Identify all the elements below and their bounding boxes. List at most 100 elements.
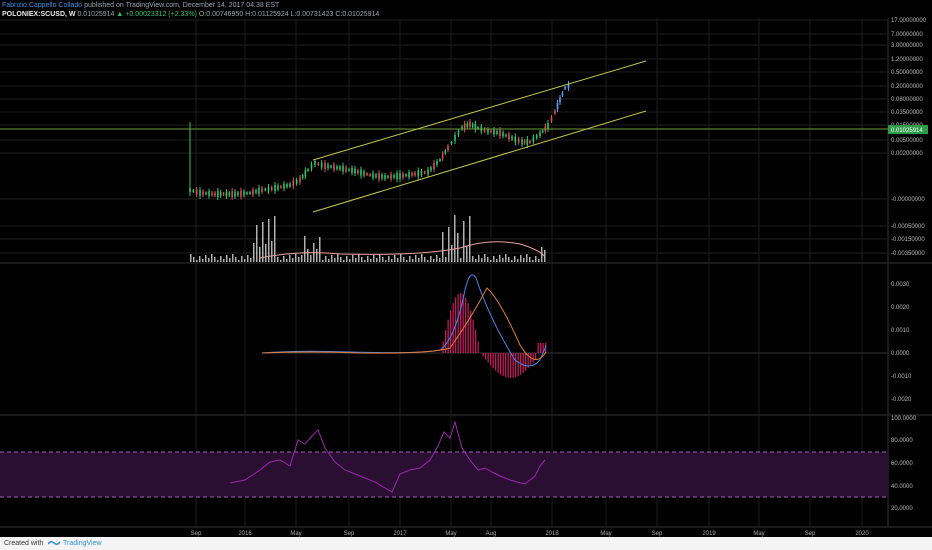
volume-bar bbox=[535, 256, 537, 262]
price-candle bbox=[471, 123, 474, 127]
rsi-tick-label: 20.0000 bbox=[891, 506, 913, 512]
price-candle bbox=[493, 129, 495, 135]
macd-tick-label: 0.0030 bbox=[891, 282, 910, 288]
volume-bar bbox=[211, 254, 213, 262]
price-candle bbox=[214, 192, 216, 196]
volume-bar bbox=[406, 260, 408, 262]
macd-histogram-bar bbox=[527, 353, 529, 369]
price-candle bbox=[208, 191, 210, 197]
price-candle bbox=[222, 193, 225, 195]
price-candle bbox=[483, 128, 486, 132]
price-candle bbox=[469, 121, 471, 127]
price-candle bbox=[423, 171, 426, 174]
volume-bar bbox=[229, 258, 231, 262]
volume-bar bbox=[301, 255, 303, 262]
volume-bar bbox=[253, 243, 255, 262]
volume-bar bbox=[352, 255, 354, 262]
price-tick-label: 0.00200000 bbox=[891, 151, 923, 157]
volume-bar bbox=[442, 232, 444, 262]
volume-bar bbox=[421, 254, 423, 262]
price-tick-label: 0.08000000 bbox=[891, 97, 923, 103]
time-tick-label: 2019 bbox=[702, 531, 716, 537]
price-candle bbox=[390, 174, 392, 180]
price-candle bbox=[441, 153, 444, 159]
volume-bar bbox=[409, 256, 411, 262]
volume-bar bbox=[526, 254, 528, 262]
price-candle bbox=[529, 141, 531, 143]
volume-bar bbox=[424, 257, 426, 262]
price-candle bbox=[333, 164, 335, 170]
macd-histogram-bar bbox=[462, 294, 464, 353]
chart-overlays bbox=[0, 60, 888, 213]
volume-bar bbox=[325, 256, 327, 262]
volume-bar bbox=[235, 257, 237, 262]
volume-bar bbox=[241, 256, 243, 262]
volume-bar bbox=[412, 259, 414, 262]
price-tick-label: 0.03500000 bbox=[891, 110, 923, 116]
volume-bar bbox=[337, 254, 339, 262]
price-tick-label: 3.00000000 bbox=[891, 43, 923, 49]
price-candle bbox=[292, 180, 295, 187]
price-change: ▲ +0.00023312 (+2.33%) bbox=[114, 11, 197, 18]
volume-bar bbox=[418, 258, 420, 262]
volume-bar bbox=[205, 255, 207, 262]
macd-histogram-bar bbox=[475, 330, 477, 353]
macd-histogram-bar bbox=[525, 353, 527, 371]
rsi-tick-label: 60.0000 bbox=[891, 461, 913, 467]
price-candle bbox=[511, 136, 513, 140]
volume-bar bbox=[208, 258, 210, 262]
price-candle bbox=[420, 171, 423, 175]
price-candle bbox=[532, 136, 535, 142]
price-candle bbox=[439, 159, 441, 161]
author-name[interactable]: Fabrizio Cappello Collado bbox=[2, 2, 83, 9]
volume-bar bbox=[310, 255, 312, 262]
volume-bar bbox=[292, 258, 294, 262]
price-candle bbox=[264, 188, 267, 191]
tradingview-brand[interactable]: TradingView bbox=[63, 540, 102, 547]
price-tick-label: 0.00500000 bbox=[891, 138, 923, 144]
macd-histogram-bar bbox=[450, 310, 452, 353]
price-candles bbox=[189, 81, 570, 200]
price-candle bbox=[369, 174, 371, 176]
price-candle bbox=[499, 130, 501, 136]
price-candle bbox=[342, 165, 344, 172]
volume-bar bbox=[388, 256, 390, 262]
volume-bar bbox=[472, 256, 474, 262]
macd-histogram-bar bbox=[472, 319, 474, 353]
price-candle bbox=[535, 135, 538, 139]
volume-bar bbox=[334, 258, 336, 262]
price-candle bbox=[556, 103, 559, 109]
volume-bar bbox=[376, 258, 378, 262]
macd-tick-label: -0.0010 bbox=[891, 374, 912, 380]
volume-bar bbox=[196, 260, 198, 262]
time-tick-label: May bbox=[753, 531, 764, 537]
volume-bar bbox=[415, 255, 417, 262]
price-candle bbox=[217, 191, 219, 197]
price-candle bbox=[417, 170, 420, 177]
price-candle bbox=[521, 139, 523, 145]
macd-histogram-bar bbox=[532, 353, 534, 363]
last-price-badge-label: 0.01025914 bbox=[891, 128, 923, 134]
macd-histogram-bar bbox=[482, 353, 484, 357]
volume-bar bbox=[391, 259, 393, 262]
price-candle bbox=[505, 134, 507, 137]
symbol-label[interactable]: POLONIEX:SCUSD, W bbox=[2, 11, 76, 18]
volume-bar bbox=[460, 258, 462, 262]
price-candle bbox=[375, 174, 377, 178]
volume-bar bbox=[199, 256, 201, 262]
price-candle bbox=[396, 173, 398, 180]
macd-histogram-bar bbox=[540, 343, 542, 353]
last-price-badge bbox=[888, 125, 928, 134]
volume-bar bbox=[256, 225, 258, 262]
price-candle bbox=[502, 132, 504, 137]
price-candle bbox=[559, 97, 561, 103]
volume-bar bbox=[400, 254, 402, 262]
rsi-band bbox=[0, 452, 888, 497]
price-candle bbox=[320, 162, 323, 168]
volume-bar bbox=[487, 257, 489, 262]
created-with-label: Created with bbox=[4, 540, 44, 547]
time-tick-label: Sep bbox=[344, 531, 355, 537]
volume-bar bbox=[364, 260, 366, 262]
price-candle bbox=[225, 191, 228, 197]
